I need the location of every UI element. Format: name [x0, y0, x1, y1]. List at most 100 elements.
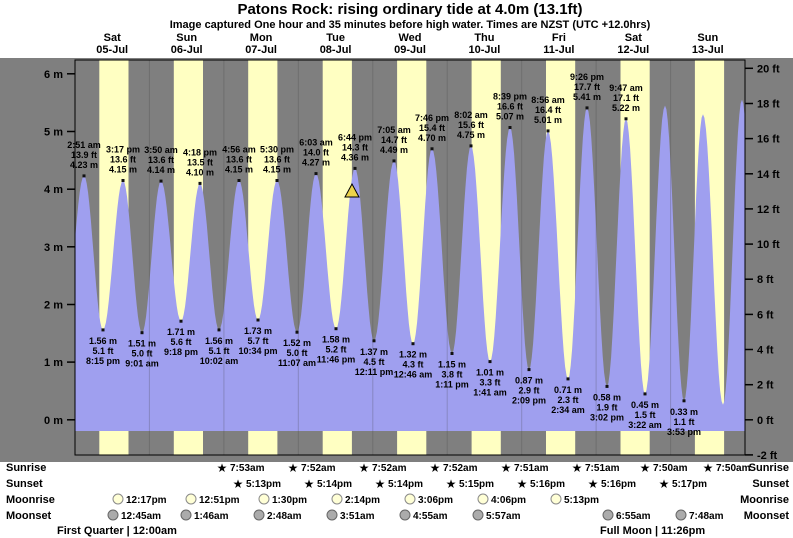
day-label-date: 12-Jul	[617, 44, 649, 56]
right-axis-label: 18 ft	[757, 99, 780, 111]
high-tide-label: 15.6 ft	[458, 120, 484, 130]
high-tide-dot	[314, 172, 318, 176]
day-label-name: Sun	[697, 32, 718, 44]
moonrise-circle-icon	[331, 493, 343, 505]
low-tide-dot	[450, 352, 454, 355]
high-tide-label: 5.41 m	[573, 92, 601, 102]
low-tide-label: 3:22 am	[628, 420, 662, 430]
high-tide-dot	[508, 126, 512, 129]
high-tide-label: 4.15 m	[225, 165, 253, 175]
high-tide-dot	[469, 144, 473, 148]
plot-border	[74, 59, 746, 456]
moonrise-circle-icon	[112, 493, 124, 505]
low-tide-label: 1.5 ft	[634, 410, 655, 420]
low-tide-label: 4.3 ft	[402, 360, 423, 370]
low-tide-label: 1.01 m	[476, 368, 504, 378]
moonrise-time: 12:17pm	[126, 495, 167, 506]
low-tide-label: 1.58 m	[322, 335, 350, 345]
day-label-name: Mon	[250, 32, 273, 44]
high-tide-label: 5.01 m	[534, 115, 562, 125]
day-label-name: Tue	[326, 32, 345, 44]
low-tide-dot	[179, 319, 183, 323]
sunset-star-icon: ★	[517, 477, 528, 491]
low-tide-dot	[566, 377, 570, 381]
moonset-circle-icon	[399, 509, 411, 521]
low-tide-label: 10:34 pm	[238, 346, 277, 356]
low-tide-label: 11:46 pm	[317, 355, 356, 365]
right-axis-label: 8 ft	[757, 274, 774, 286]
high-tide-dot	[275, 179, 279, 182]
low-tide-dot	[334, 327, 338, 331]
low-tide-label: 2.9 ft	[518, 386, 539, 396]
low-tide-label: 0.45 m	[631, 400, 659, 410]
sunrise-star-icon: ★	[359, 461, 370, 475]
moonset-time: 12:45am	[121, 511, 161, 522]
row-label-left-sunrise: Sunrise	[6, 462, 46, 474]
high-tide-label: 6:44 pm	[338, 132, 372, 142]
moonrise-time: 2:14pm	[345, 495, 380, 506]
low-tide-label: 12:11 pm	[355, 367, 394, 377]
sunset-star-icon: ★	[304, 477, 315, 491]
moonset-circle-icon	[675, 509, 687, 521]
low-tide-label: 11:07 am	[278, 358, 316, 368]
low-tide-dot	[605, 384, 609, 388]
row-label-left-sunset: Sunset	[6, 478, 43, 490]
high-tide-label: 2:51 am	[67, 140, 101, 150]
page-title: Patons Rock: rising ordinary tide at 4.0…	[237, 1, 582, 18]
right-axis-label: 20 ft	[757, 63, 780, 75]
high-tide-label: 4.36 m	[341, 152, 369, 162]
right-axis-label: -2 ft	[757, 450, 778, 462]
high-tide-label: 8:39 pm	[493, 92, 527, 102]
high-tide-dot	[82, 174, 86, 178]
moonset-circle-icon	[107, 509, 119, 521]
sunrise-star-icon: ★	[703, 461, 714, 475]
moonrise-time: 1:30pm	[272, 495, 307, 506]
sunset-time: 5:15pm	[459, 479, 494, 490]
sunrise-time: 7:53am	[230, 463, 265, 474]
high-tide-dot	[121, 179, 125, 182]
high-tide-label: 4:56 am	[222, 145, 256, 155]
right-axis-label: 12 ft	[757, 204, 780, 216]
right-axis-label: 10 ft	[757, 239, 780, 251]
day-label-name: Thu	[474, 32, 494, 44]
low-tide-label: 1.73 m	[244, 326, 272, 336]
low-tide-label: 5.0 ft	[131, 349, 152, 359]
low-tide-label: 5.6 ft	[170, 337, 191, 347]
low-tide-label: 12:46 am	[394, 370, 433, 380]
high-tide-dot	[430, 147, 434, 151]
high-tide-label: 9:26 pm	[570, 72, 604, 82]
moonset-time: 1:46am	[194, 511, 229, 522]
day-label-name: Sun	[176, 32, 197, 44]
low-tide-dot	[295, 330, 299, 334]
page-subtitle: Image captured One hour and 35 minutes b…	[170, 19, 651, 31]
day-label-date: 11-Jul	[543, 44, 574, 56]
low-tide-dot	[643, 392, 647, 396]
day-label-date: 08-Jul	[320, 44, 352, 56]
low-tide-label: 4.5 ft	[363, 357, 384, 367]
moonrise-time: 4:06pm	[491, 495, 526, 506]
moonset-time: 5:57am	[486, 511, 521, 522]
high-tide-dot	[198, 181, 202, 185]
high-tide-label: 13.6 ft	[148, 155, 174, 165]
sunset-time: 5:13pm	[246, 479, 281, 490]
sunrise-star-icon: ★	[640, 461, 651, 475]
moonset-time: 6:55am	[616, 511, 651, 522]
low-tide-label: 0.87 m	[515, 376, 543, 386]
moonrise-time: 3:06pm	[418, 495, 453, 506]
high-tide-label: 8:02 am	[454, 110, 488, 120]
low-tide-label: 5.1 ft	[92, 346, 113, 356]
sunrise-time: 7:52am	[301, 463, 336, 474]
left-axis-label: 2 m	[44, 300, 63, 312]
high-tide-label: 7:46 pm	[415, 113, 449, 123]
moonrise-circle-icon	[258, 493, 270, 505]
high-tide-label: 13.6 ft	[264, 155, 290, 165]
low-tide-label: 0.33 m	[670, 407, 698, 417]
sunset-star-icon: ★	[375, 477, 386, 491]
sunrise-star-icon: ★	[572, 461, 583, 475]
sunrise-time: 7:51am	[514, 463, 549, 474]
high-tide-label: 7:05 am	[377, 125, 411, 135]
low-tide-dot	[101, 328, 105, 332]
moonset-circle-icon	[326, 509, 338, 521]
moonset-time: 2:48am	[267, 511, 302, 522]
